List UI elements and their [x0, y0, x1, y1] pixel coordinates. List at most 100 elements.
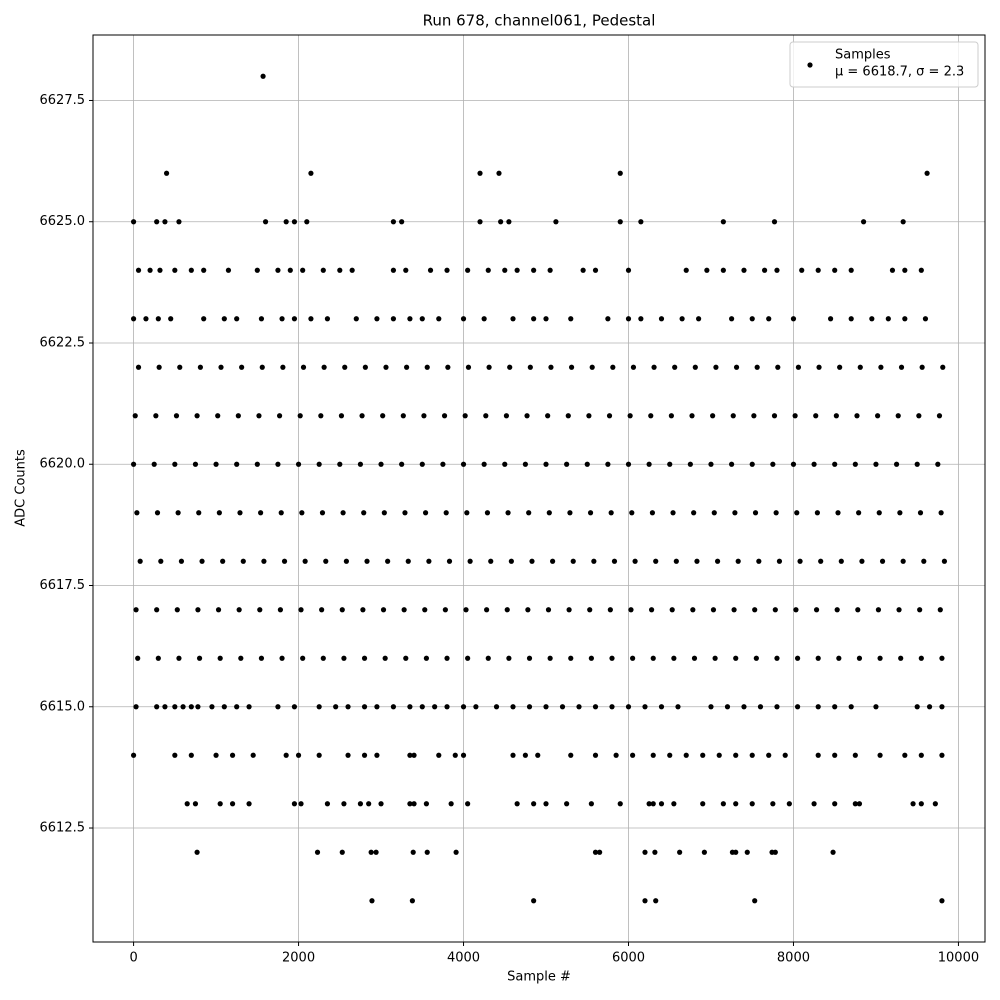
data-point [852, 801, 858, 807]
data-point [548, 364, 554, 370]
data-point [314, 849, 321, 855]
data-point [502, 461, 508, 467]
data-point [677, 849, 683, 855]
data-point [729, 461, 735, 467]
data-point [576, 704, 582, 710]
data-point [361, 704, 368, 710]
data-point [857, 364, 863, 370]
data-point [465, 364, 472, 370]
data-point [924, 170, 930, 176]
data-point [757, 704, 764, 710]
data-point [926, 704, 933, 710]
data-point [283, 752, 289, 758]
data-point [390, 219, 397, 225]
data-point [257, 607, 263, 613]
data-point [592, 752, 599, 758]
data-point [547, 267, 553, 273]
data-point [483, 413, 489, 419]
x-axis-label: Sample # [507, 970, 571, 985]
data-point [319, 510, 326, 516]
data-point [364, 558, 370, 564]
data-point [134, 510, 140, 516]
data-point [465, 655, 471, 661]
data-point [147, 267, 153, 273]
data-point [835, 510, 841, 516]
data-point [813, 607, 820, 613]
data-point [298, 607, 304, 613]
data-point [694, 558, 700, 564]
data-point [337, 267, 343, 273]
data-point [423, 801, 430, 807]
data-point [357, 461, 364, 467]
data-point [617, 801, 623, 807]
data-point [444, 267, 450, 273]
data-point [794, 655, 801, 661]
data-point [852, 461, 858, 467]
data-point [291, 316, 298, 322]
data-point [427, 267, 434, 273]
data-point [716, 752, 722, 758]
data-point [869, 316, 875, 322]
data-point [683, 267, 689, 273]
data-point [460, 752, 467, 758]
data-point [503, 413, 510, 419]
data-point [154, 704, 160, 710]
data-point [217, 655, 223, 661]
data-point [163, 170, 170, 176]
data-point [832, 801, 838, 807]
data-point [436, 752, 442, 758]
data-point [708, 461, 714, 467]
data-point [411, 752, 417, 758]
data-point [918, 655, 924, 661]
data-point [154, 219, 160, 225]
data-point [794, 704, 801, 710]
data-point [860, 219, 867, 225]
chart-title: Run 678, channel061, Pedestal [423, 12, 656, 30]
data-point [710, 413, 716, 419]
data-point [935, 461, 941, 467]
data-point [642, 898, 648, 904]
data-point [648, 607, 655, 613]
data-point [262, 219, 269, 225]
data-point [794, 510, 800, 516]
data-point [246, 801, 252, 807]
data-point [672, 364, 678, 370]
data-point [704, 267, 710, 273]
data-point [658, 316, 665, 322]
data-point [502, 267, 508, 273]
data-point [617, 219, 623, 225]
data-point [720, 801, 726, 807]
x-tick-label: 8000 [777, 951, 810, 966]
data-point [239, 364, 245, 370]
data-point [922, 316, 929, 322]
data-point [587, 510, 594, 516]
data-point [426, 558, 432, 564]
data-point [172, 704, 178, 710]
data-point [774, 267, 780, 273]
data-point [756, 558, 762, 564]
data-point [505, 510, 511, 516]
data-point [776, 558, 783, 564]
data-point [201, 316, 207, 322]
data-point [771, 413, 778, 419]
y-tick-label: 6617.5 [40, 578, 86, 593]
data-point [291, 219, 298, 225]
data-point [321, 364, 327, 370]
data-point [586, 413, 592, 419]
data-point [833, 413, 839, 419]
data-point [827, 316, 834, 322]
data-point [385, 558, 391, 564]
data-point [570, 558, 576, 564]
data-point [751, 413, 757, 419]
data-point [910, 801, 916, 807]
data-point [199, 558, 205, 564]
data-point [667, 752, 673, 758]
data-point [786, 801, 792, 807]
data-point [374, 704, 380, 710]
data-point [547, 655, 553, 661]
data-point [446, 558, 453, 564]
y-tick-label: 6615.0 [40, 699, 86, 714]
data-point [878, 364, 884, 370]
data-point [403, 655, 409, 661]
